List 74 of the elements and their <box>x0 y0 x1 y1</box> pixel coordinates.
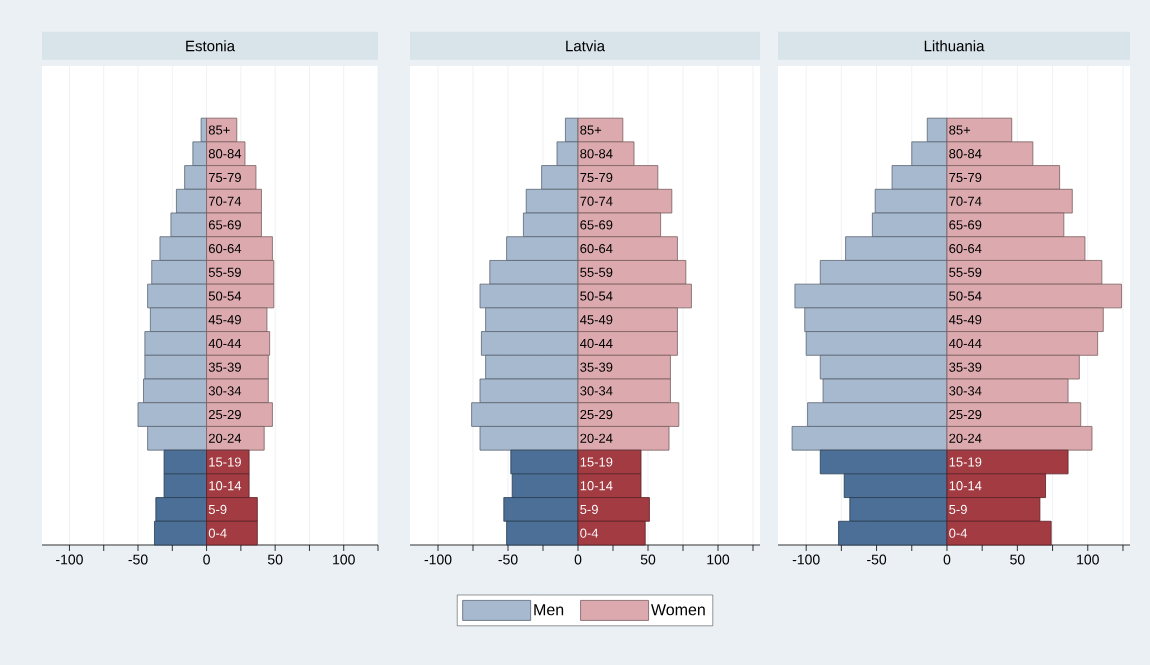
y-tick-label: 50-54 <box>949 291 982 301</box>
y-tick-label: 10-14 <box>949 481 982 491</box>
y-tick-label: 40-44 <box>948 338 982 349</box>
x-tick-label: 50 <box>640 554 656 565</box>
x-tick-label: -100 <box>792 554 820 565</box>
y-tick-label: 5-9 <box>580 504 598 515</box>
y-tick-label: 80-84 <box>580 149 613 159</box>
y-tick-label: 25-29 <box>208 409 241 420</box>
y-tick-label: 75-79 <box>949 172 982 183</box>
y-tick-label: 70-74 <box>208 196 242 206</box>
x-tick-label: -50 <box>867 554 887 565</box>
legend-label: Men <box>534 604 564 616</box>
y-tick-label: 70-74 <box>949 196 982 206</box>
y-tick-label: 80-84 <box>208 149 242 159</box>
y-tick-label: 0-4 <box>580 528 599 538</box>
y-tick-label: 0-4 <box>949 528 968 538</box>
x-tick-label: 100 <box>333 554 355 565</box>
y-tick-label: 55-59 <box>208 267 241 277</box>
y-tick-label: 85+ <box>949 125 971 135</box>
x-tick-label: 50 <box>1010 554 1025 565</box>
y-tick-label: 60-64 <box>580 243 613 254</box>
y-tick-label: 15-19 <box>949 457 982 467</box>
y-tick-label: 15-19 <box>209 457 241 467</box>
y-tick-label: 70-74 <box>580 196 613 206</box>
y-tick-label: 75-79 <box>580 172 613 183</box>
y-tick-label: 10-14 <box>209 481 242 491</box>
y-tick-label: 20-24 <box>949 433 982 443</box>
x-tick-label: 50 <box>267 554 283 565</box>
y-tick-label: 30-34 <box>580 386 613 396</box>
y-tick-label: 35-39 <box>949 362 982 372</box>
x-tick-label: 0 <box>203 554 210 565</box>
chart-title: Estonia <box>186 40 236 52</box>
y-tick-label: 25-29 <box>949 409 982 420</box>
y-tick-label: 0-4 <box>208 528 227 538</box>
y-tick-label: 40-44 <box>208 338 242 349</box>
y-tick-label: 40-44 <box>580 338 613 349</box>
y-tick-label: 45-49 <box>948 315 982 325</box>
y-tick-label: 35-39 <box>208 362 241 372</box>
y-tick-label: 85+ <box>580 125 602 135</box>
y-tick-label: 5-9 <box>208 504 227 515</box>
y-tick-label: 55-59 <box>580 267 613 277</box>
y-tick-label: 25-29 <box>580 409 613 420</box>
legend-label: Women <box>651 604 705 616</box>
y-tick-label: 15-19 <box>580 457 613 467</box>
y-tick-label: 55-59 <box>949 267 982 277</box>
x-tick-label: 100 <box>707 554 730 565</box>
y-tick-label: 20-24 <box>580 433 613 443</box>
x-tick-label: -50 <box>128 554 148 565</box>
y-tick-label: 45-49 <box>580 315 613 325</box>
y-tick-label: 75-79 <box>208 172 241 183</box>
y-tick-label: 30-34 <box>949 386 982 396</box>
y-tick-label: 65-69 <box>949 220 982 230</box>
y-tick-label: 35-39 <box>580 362 613 372</box>
y-tick-label: 10-14 <box>580 481 613 491</box>
y-tick-label: 45-49 <box>208 315 241 325</box>
y-tick-label: 20-24 <box>208 433 242 443</box>
y-tick-label: 50-54 <box>580 291 613 301</box>
y-tick-label: 80-84 <box>949 149 982 159</box>
x-tick-label: 0 <box>943 554 951 565</box>
x-tick-label: -100 <box>424 554 452 565</box>
y-tick-label: 60-64 <box>208 243 242 254</box>
y-tick-label: 30-34 <box>208 386 242 396</box>
x-tick-label: 100 <box>1077 554 1099 565</box>
x-tick-label: 0 <box>574 554 582 565</box>
x-tick-label: -50 <box>498 554 518 565</box>
x-tick-label: -100 <box>56 554 83 565</box>
y-tick-label: 65-69 <box>208 220 241 230</box>
y-tick-label: 60-64 <box>949 243 982 254</box>
chart-title: Lithuania <box>924 40 985 52</box>
y-tick-label: 65-69 <box>580 220 613 230</box>
y-tick-label: 50-54 <box>208 291 242 301</box>
y-tick-label: 85+ <box>208 125 230 135</box>
chart-title: Latvia <box>566 40 606 52</box>
y-tick-label: 5-9 <box>949 504 967 515</box>
